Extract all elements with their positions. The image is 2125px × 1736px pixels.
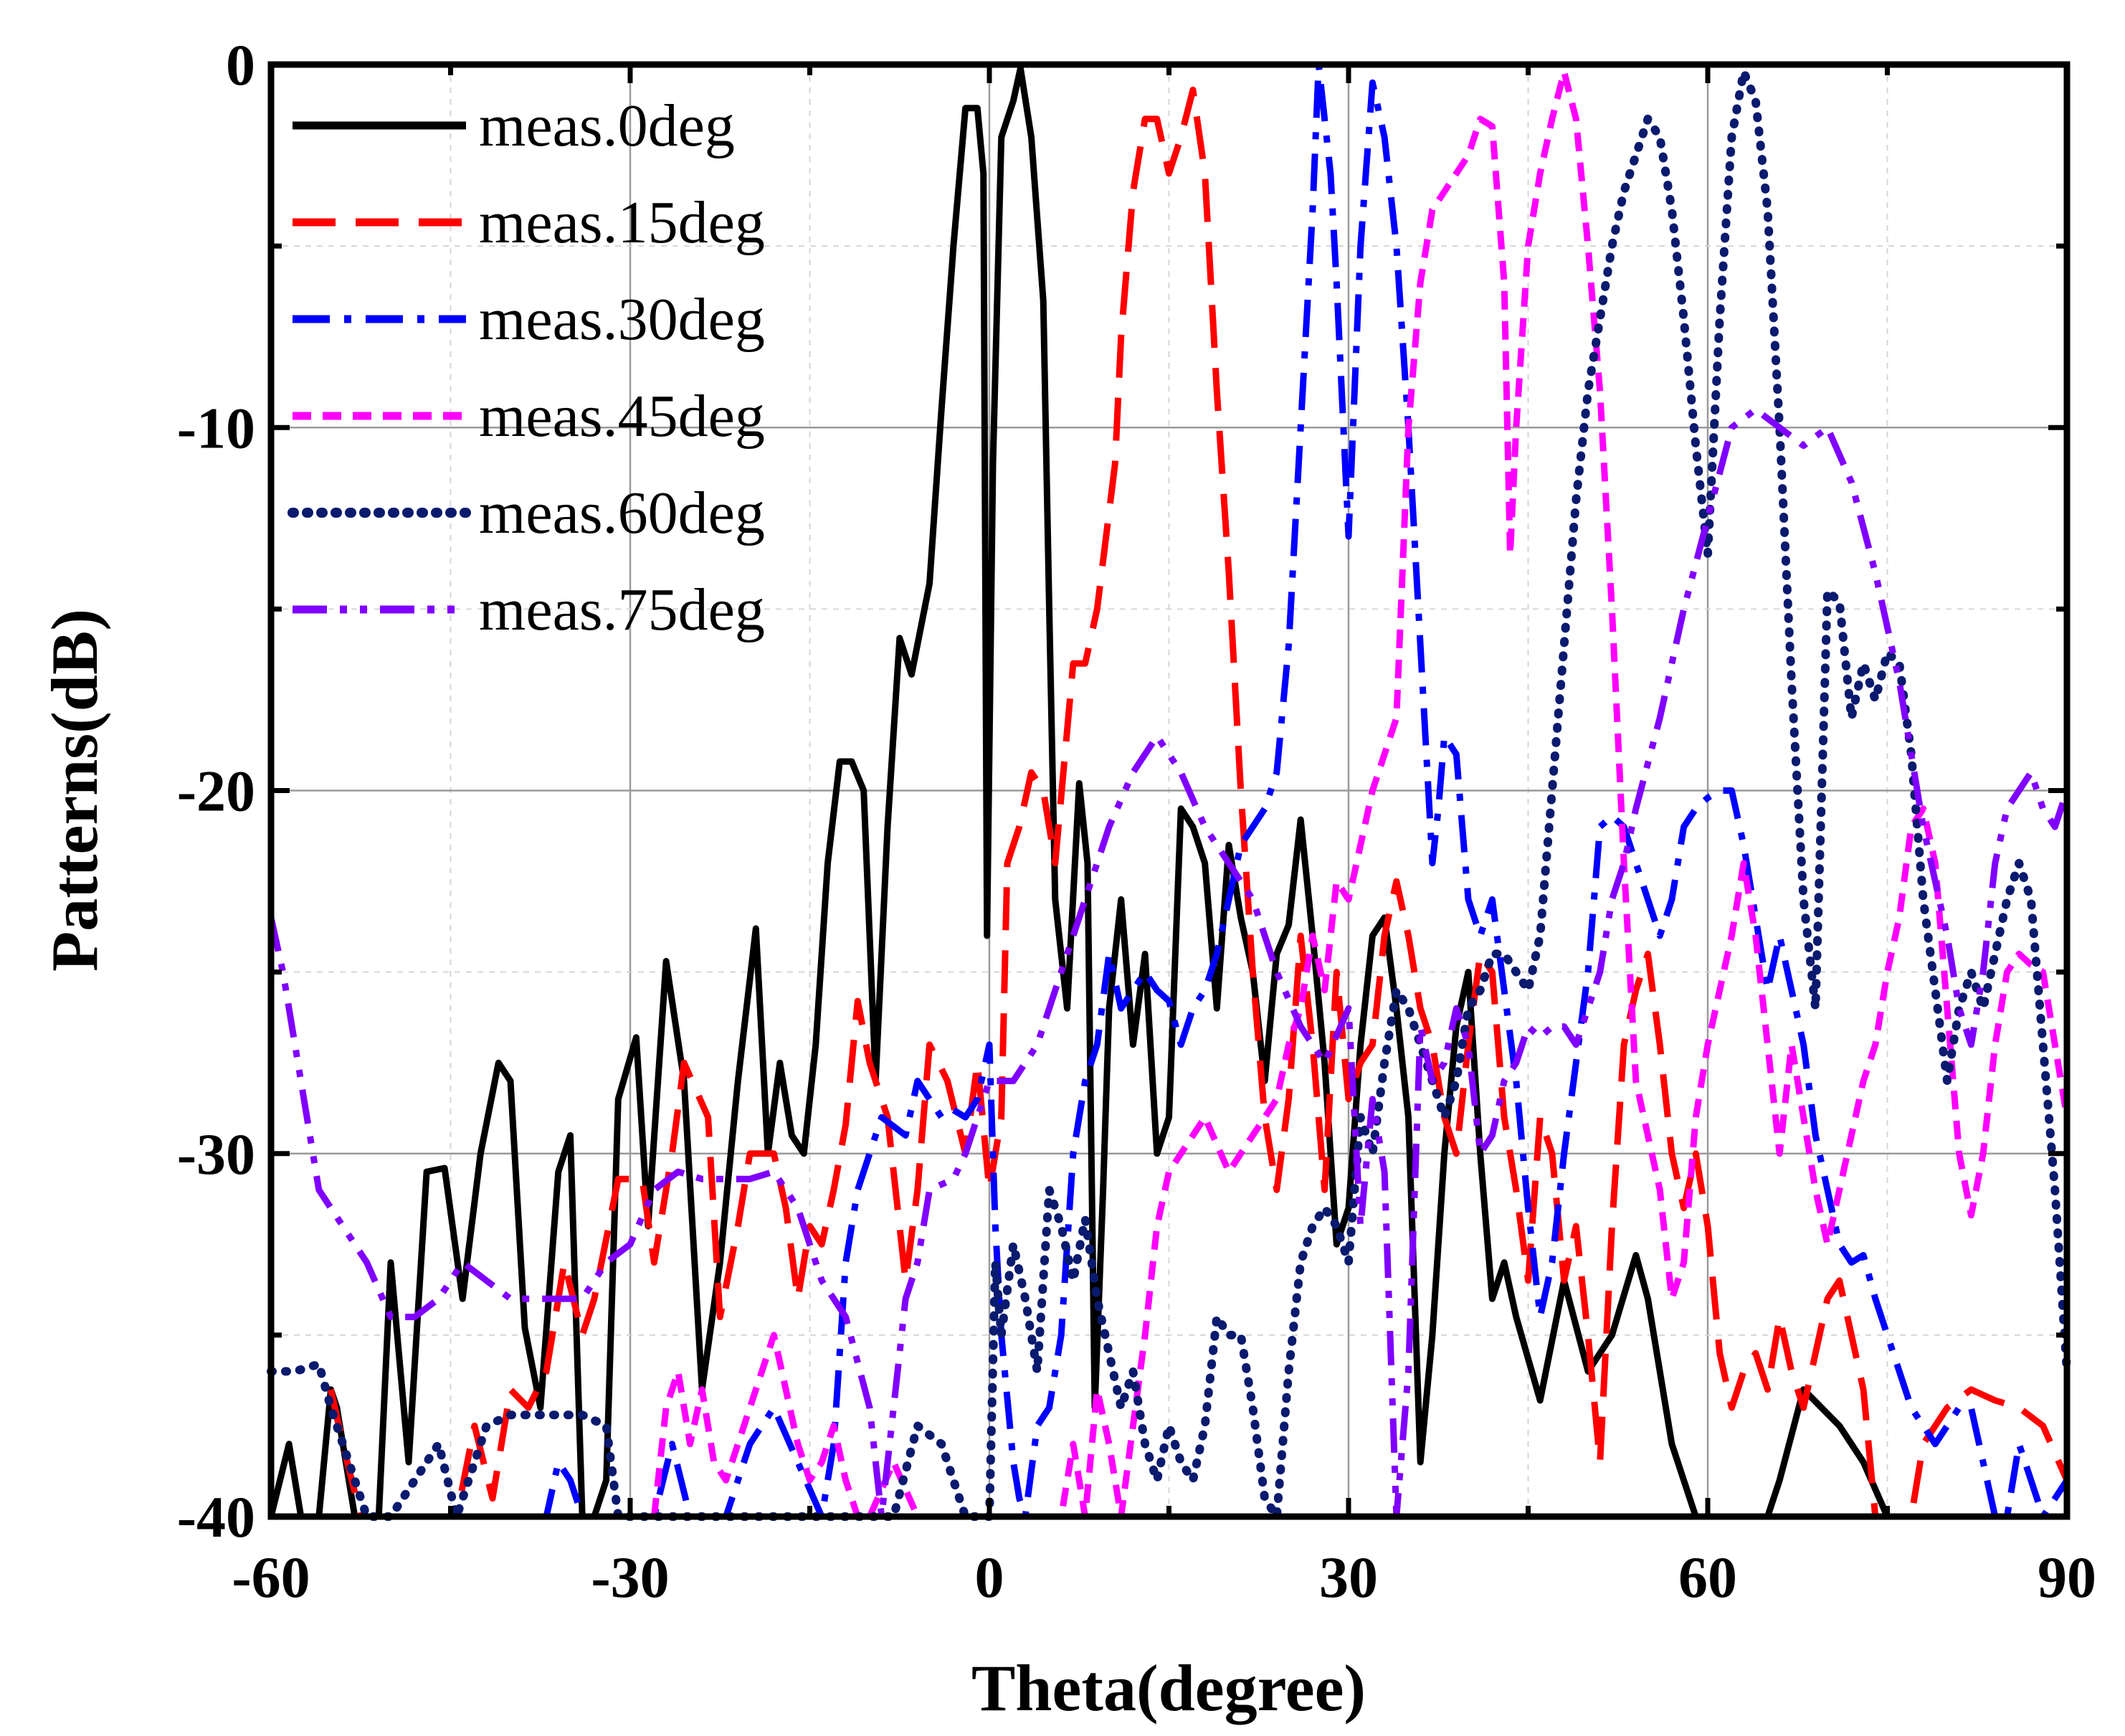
x-tick-label: 30	[1319, 1545, 1378, 1610]
y-tick-label: -20	[177, 759, 255, 824]
legend-label: meas.45deg	[479, 383, 765, 450]
x-tick-label: -30	[591, 1545, 669, 1610]
series-line-meas-75deg	[267, 406, 2071, 1520]
y-tick-label: 0	[226, 32, 255, 98]
y-tick-label: -30	[177, 1121, 255, 1187]
legend-label: meas.60deg	[479, 480, 765, 546]
y-axis-tick-labels: 0 -10 -20 -30 -40	[177, 32, 255, 1550]
series-line-meas-30deg	[391, 61, 2070, 1520]
legend-label: meas.30deg	[479, 286, 765, 353]
axis-ticks	[268, 62, 2070, 1519]
x-axis-tick-labels: -60 -30 0 30 60 90	[232, 1545, 2096, 1610]
series-line-meas-45deg	[650, 68, 2071, 1520]
series-line-meas-15deg	[328, 86, 2071, 1520]
legend-label: meas.75deg	[479, 577, 765, 643]
y-axis-title: Patterns(dB)	[38, 609, 111, 972]
legend-label: meas.0deg	[479, 93, 735, 159]
x-axis-title: Theta(degree)	[971, 1651, 1366, 1725]
legend-label: meas.15deg	[479, 189, 765, 256]
x-tick-label: -60	[232, 1545, 310, 1610]
x-tick-label: 60	[1678, 1545, 1737, 1610]
y-tick-label: -40	[177, 1484, 255, 1550]
x-tick-label: 90	[2038, 1545, 2096, 1610]
series-line-meas-0deg	[267, 65, 2067, 1520]
y-tick-label: -10	[177, 395, 255, 460]
legend: meas.0deg meas.15deg meas.30deg meas.45deg m…	[287, 93, 765, 643]
x-tick-label: 0	[975, 1545, 1004, 1610]
